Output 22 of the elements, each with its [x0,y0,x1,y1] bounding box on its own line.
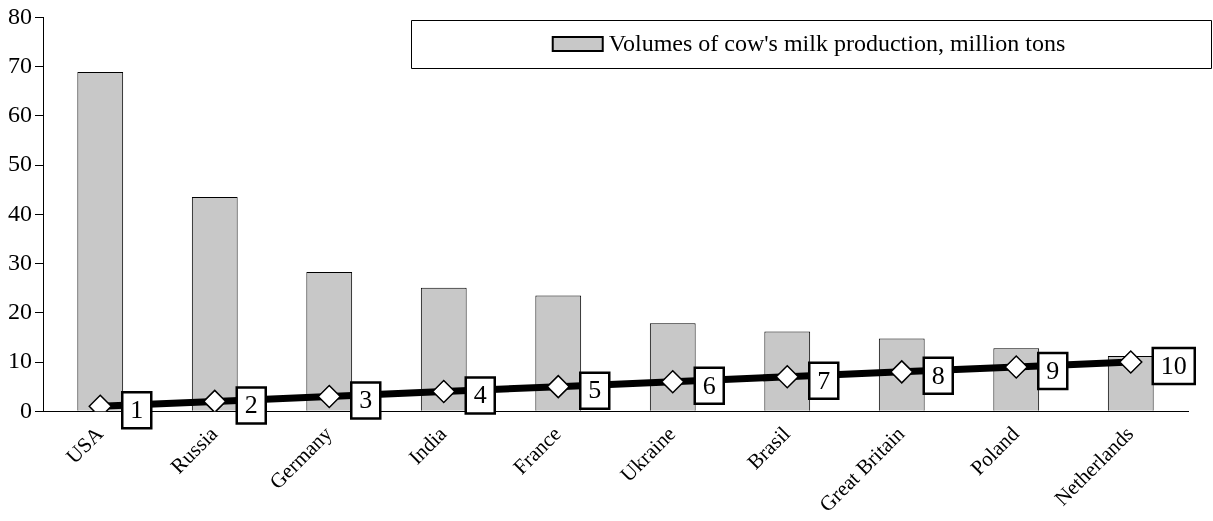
data-label: 10 [1160,350,1187,380]
y-tick-label: 20 [8,298,32,325]
data-label: 1 [130,395,144,425]
legend-label: Volumes of cow's milk production, million tons [608,30,1066,57]
data-label: 9 [1046,355,1060,385]
y-tick-label: 30 [8,248,32,275]
data-label: 4 [473,380,487,410]
y-tick-label: 80 [8,2,32,29]
data-label: 5 [588,375,602,405]
data-label: 7 [817,365,831,395]
y-tick-label: 10 [8,347,32,374]
y-tick-label: 0 [20,396,32,423]
data-label: 8 [931,360,945,390]
y-tick-label: 70 [8,51,32,78]
x-tick-label: USA [61,421,109,469]
x-tick-label: India [403,421,452,470]
y-tick-label: 50 [8,150,32,177]
data-label: 6 [702,370,716,400]
data-label: 2 [244,390,258,420]
data-label: 3 [359,385,373,415]
y-tick-label: 60 [8,101,32,128]
y-tick-label: 40 [8,199,32,226]
